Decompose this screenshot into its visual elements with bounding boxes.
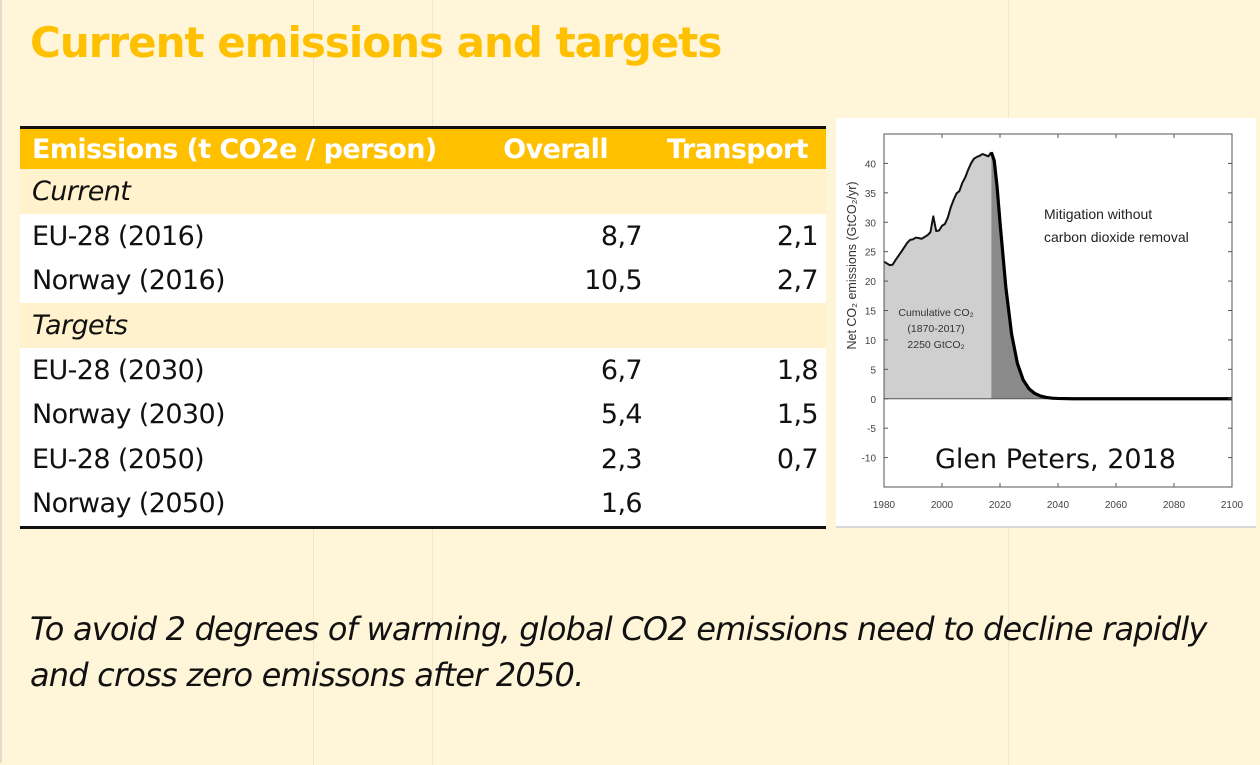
table-row: EU-28 (2016) 8,7 2,1 [20, 214, 826, 259]
row-transport: 1,8 [776, 354, 819, 386]
y-tick-label: -5 [867, 424, 876, 435]
row-overall: 8,7 [600, 220, 643, 252]
header-overall: Overall [503, 133, 608, 165]
table-row: Norway (2050) 1,6 [20, 481, 826, 526]
row-overall: 1,6 [600, 488, 643, 520]
emissions-chart-svg: -10 -5 0 5 10 15 20 25 30 35 40 1980 2000 2020 2040 206… [845, 133, 1244, 511]
table-header-row: Emissions (t CO2e / person) Overall Tran… [20, 129, 826, 169]
scenario-annotation-line: Mitigation without [1044, 206, 1152, 222]
row-overall: 6,7 [600, 354, 643, 386]
y-tick-label: 20 [865, 277, 877, 288]
cumulative-emissions-area [884, 152, 992, 399]
row-transport: 1,5 [776, 399, 819, 431]
section-row-current: Current [20, 169, 826, 214]
x-tick-label: 2100 [1221, 500, 1244, 511]
row-overall: 10,5 [584, 265, 642, 297]
y-axis-label: Net CO₂ emissions (GtCO₂/yr) [845, 181, 859, 349]
row-overall: 5,4 [600, 399, 643, 431]
scenario-annotation-line: carbon dioxide removal [1044, 229, 1189, 245]
x-tick-label: 2040 [1047, 500, 1070, 511]
table-top-border [20, 126, 826, 129]
row-transport: 2,7 [776, 265, 819, 297]
table-row: Norway (2030) 5,4 1,5 [20, 392, 826, 437]
row-name: EU-28 (2030) [32, 354, 205, 386]
row-name: Norway (2050) [32, 488, 226, 520]
y-tick-label: 5 [870, 365, 876, 376]
chart-credit: Glen Peters, 2018 [935, 444, 1176, 475]
row-transport: 0,7 [776, 443, 819, 475]
historical-emissions-line [883, 151, 993, 267]
y-tick-label: 0 [870, 395, 876, 406]
y-tick-label: 40 [865, 159, 877, 170]
x-tick-label: 1980 [873, 500, 896, 511]
y-tick-label: 25 [865, 248, 877, 259]
table-row: EU-28 (2050) 2,3 0,7 [20, 437, 826, 482]
table-bottom-border [20, 526, 826, 529]
row-name: Norway (2030) [32, 399, 226, 431]
slide-title: Current emissions and targets [30, 18, 722, 67]
y-tick-label: 10 [865, 336, 877, 347]
mitigation-pathway-line [989, 151, 1232, 401]
y-tick-label: -10 [862, 454, 877, 465]
table-row: EU-28 (2030) 6,7 1,8 [20, 348, 826, 393]
future-emissions-area [991, 152, 1232, 399]
y-tick-label: 35 [865, 189, 877, 200]
section-label: Current [32, 176, 131, 207]
header-emissions: Emissions (t CO2e / person) [32, 133, 437, 165]
emissions-table: Emissions (t CO2e / person) Overall Tran… [20, 126, 826, 529]
cumulative-annotation-line: 2250 GtCO₂ [907, 339, 964, 351]
slide-caption: To avoid 2 degrees of warming, global CO… [30, 610, 1207, 694]
x-tick-label: 2080 [1163, 500, 1186, 511]
row-name: Norway (2016) [32, 265, 226, 297]
y-tick-label: 30 [865, 218, 877, 229]
section-row-targets: Targets [20, 303, 826, 348]
header-transport: Transport [667, 133, 809, 165]
x-tick-label: 2060 [1105, 500, 1128, 511]
y-tick-label: 15 [865, 307, 877, 318]
row-overall: 2,3 [600, 443, 643, 475]
row-transport: 2,1 [776, 220, 819, 252]
cumulative-annotation-line: (1870-2017) [907, 323, 964, 335]
row-name: EU-28 (2016) [32, 220, 205, 252]
row-name: EU-28 (2050) [32, 443, 205, 475]
section-label: Targets [32, 310, 128, 341]
x-tick-label: 2000 [931, 500, 954, 511]
emissions-chart: -10 -5 0 5 10 15 20 25 30 35 40 1980 2000 2020 2040 206… [836, 118, 1256, 528]
cumulative-annotation-line: Cumulative CO₂ [898, 307, 973, 319]
table-row: Norway (2016) 10,5 2,7 [20, 258, 826, 303]
x-tick-label: 2020 [989, 500, 1012, 511]
